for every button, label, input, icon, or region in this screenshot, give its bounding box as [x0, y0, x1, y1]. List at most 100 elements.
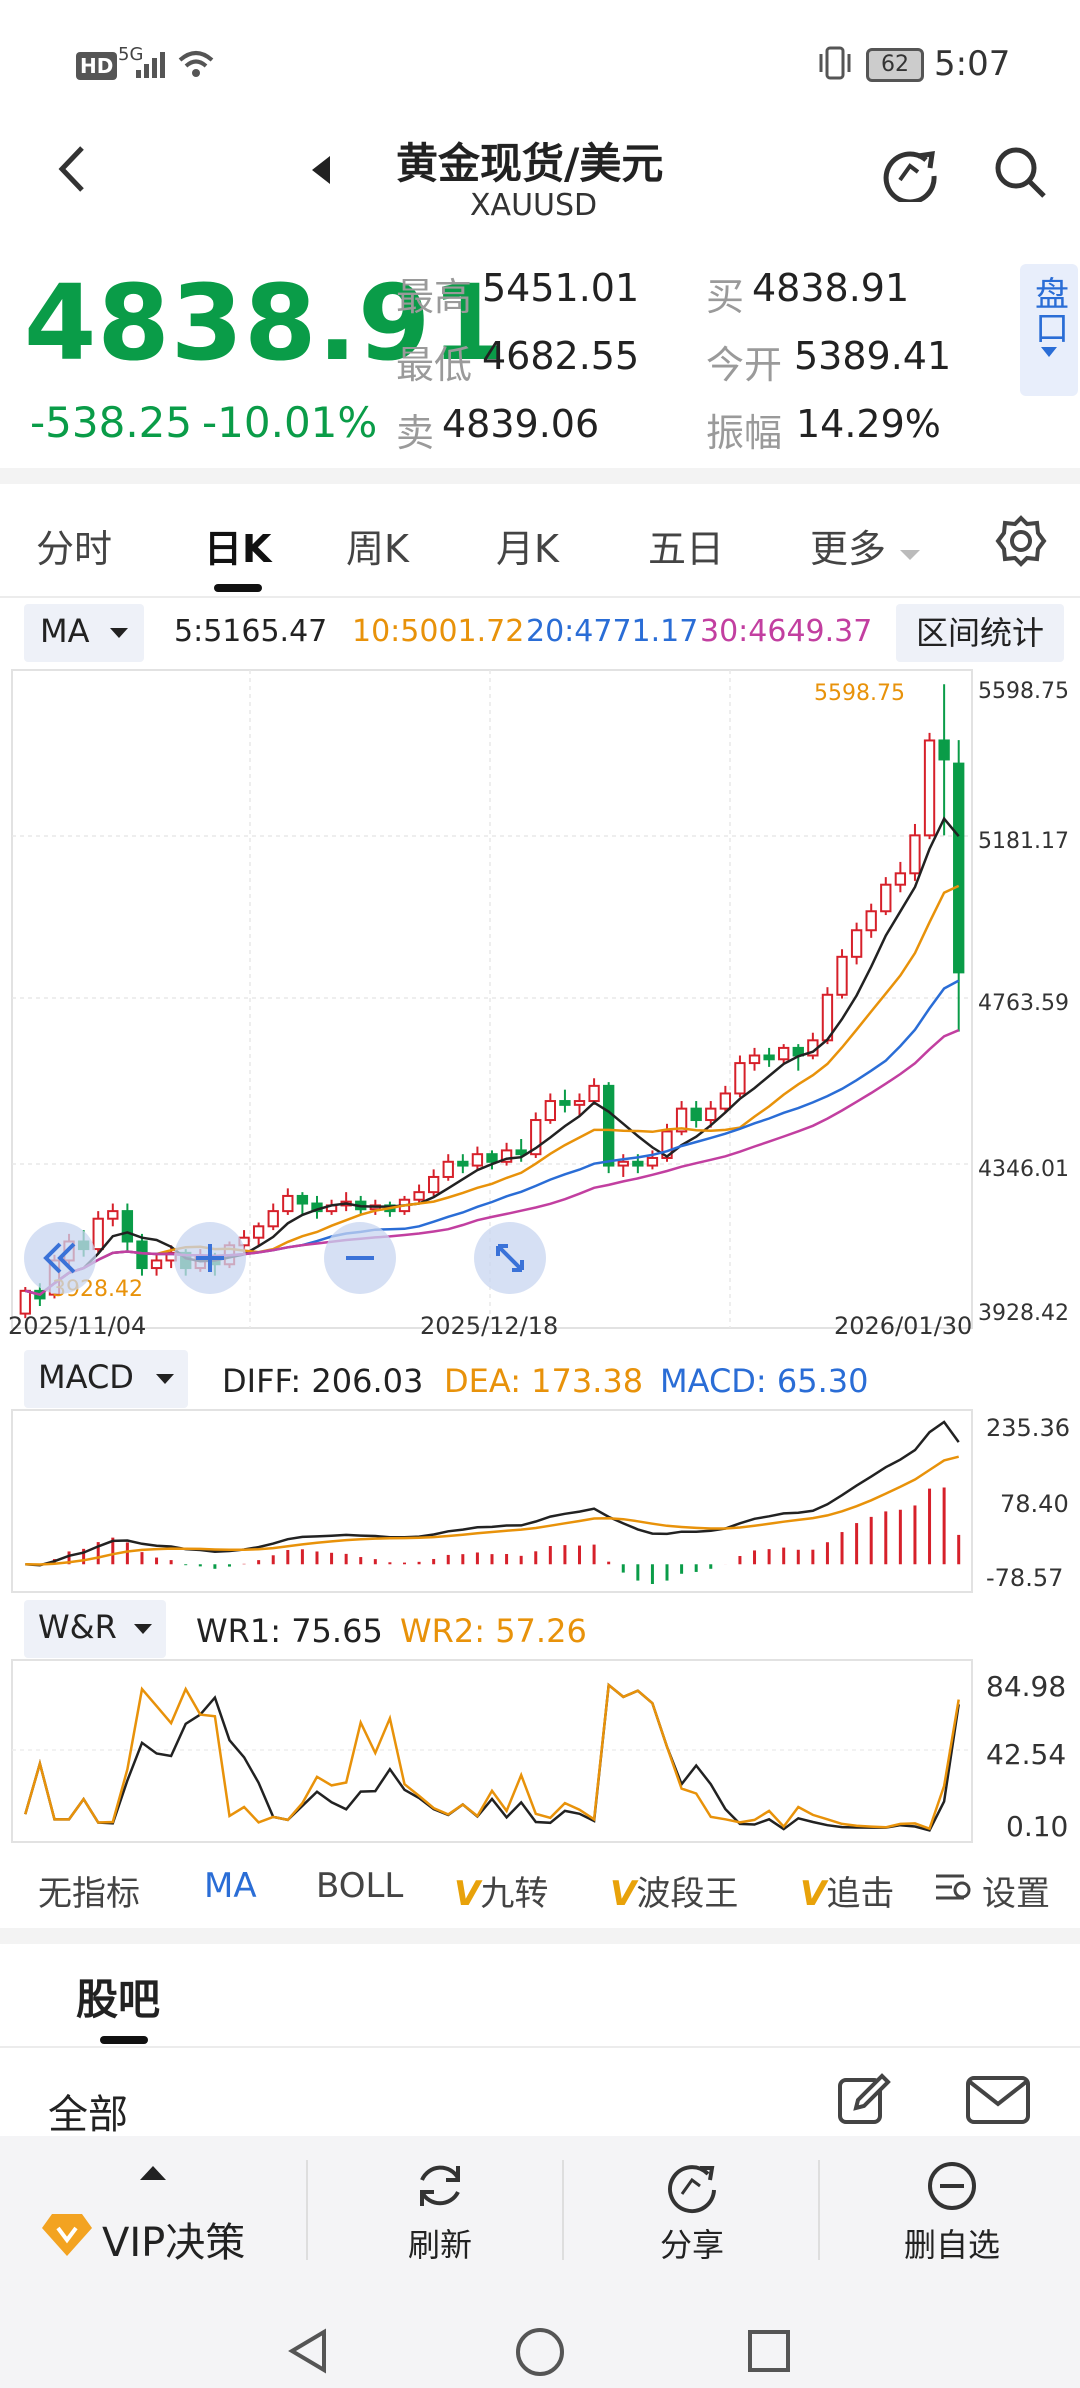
caret-down-icon — [900, 550, 921, 560]
prev-symbol-icon[interactable] — [306, 152, 336, 188]
amplitude-label: 振幅 — [706, 411, 783, 455]
wifi-icon — [178, 51, 214, 77]
tab-monthly-k[interactable]: 月K — [496, 527, 559, 571]
settings-list-icon — [936, 1874, 971, 1900]
refresh-label: 刷新 — [407, 2226, 472, 2264]
candle-body — [646, 1156, 659, 1167]
y-tick-4: 4346.01 — [978, 1157, 1069, 1182]
candle-body — [296, 1194, 309, 1205]
tab-more[interactable]: 更多 — [810, 518, 922, 573]
tab-intraday[interactable]: 分时 — [36, 527, 113, 571]
order-book-button[interactable]: 盘口 — [1020, 264, 1078, 396]
price-change-pct: -10.01% — [202, 398, 378, 447]
caret-down-icon — [156, 1374, 174, 1384]
search-icon[interactable] — [990, 142, 1050, 202]
ma10-value: 10:5001.72 — [352, 614, 525, 649]
refresh-button[interactable]: 刷新 — [380, 2156, 500, 2276]
candle-body — [719, 1092, 732, 1110]
fullscreen-button[interactable] — [474, 1222, 546, 1294]
vip-v-icon: V — [800, 1874, 827, 1914]
candle-body — [617, 1160, 629, 1167]
dea-line — [25, 1455, 960, 1566]
remove-watchlist-label: 删自选 — [903, 2226, 1000, 2264]
nav-divider — [306, 2160, 308, 2260]
macd-dea: DEA: 173.38 — [444, 1362, 644, 1400]
system-home-icon[interactable] — [514, 2326, 566, 2378]
refresh-icon — [420, 2165, 460, 2206]
candle-body — [486, 1153, 498, 1163]
share-icon — [668, 2165, 716, 2214]
forum-filter-all[interactable]: 全部 — [48, 2092, 128, 2138]
gear-icon[interactable] — [994, 514, 1048, 568]
vip-v-icon: V — [610, 1874, 637, 1914]
hd-icon: HD — [76, 52, 118, 80]
range-stats-button[interactable]: 区间统计 — [896, 604, 1064, 662]
tab-five-day[interactable]: 五日 — [648, 527, 725, 571]
forum-title[interactable]: 股吧 — [76, 1975, 161, 2024]
battery-level: 62 — [881, 52, 909, 77]
system-back-icon[interactable] — [284, 2326, 334, 2376]
candle-body — [675, 1107, 688, 1133]
expand-icon — [496, 1244, 524, 1272]
vibrate-icon — [819, 46, 851, 80]
minus-icon — [346, 1256, 374, 1260]
candle-body — [107, 1210, 119, 1220]
macd-chart[interactable]: 235.36 78.40 -78.57 — [0, 1408, 1080, 1596]
indicator-chase[interactable]: V追击 — [800, 1866, 930, 1915]
indicator-settings-button[interactable]: 设置 — [930, 1862, 1080, 1914]
zoom-out-button[interactable] — [324, 1222, 396, 1294]
wr1-line — [24, 1682, 960, 1832]
y-tick-2: 5181.17 — [978, 829, 1069, 854]
vip-v-icon: V — [454, 1874, 481, 1914]
date-middle: 2025/12/18 — [420, 1312, 559, 1340]
candle-body — [632, 1160, 644, 1167]
wr2-line — [24, 1682, 960, 1831]
candle-body — [19, 1289, 31, 1315]
ma30-value: 30:4649.37 — [700, 614, 873, 649]
system-recents-icon[interactable] — [744, 2326, 794, 2376]
share-button[interactable]: 分享 — [632, 2156, 752, 2276]
high-label: 最高 — [396, 275, 473, 319]
wr-y-tick-3: 0.10 — [1006, 1810, 1068, 1843]
wr-indicator-label: W&R — [38, 1608, 117, 1646]
amplitude-value: 14.29% — [796, 402, 941, 446]
indicator-ma[interactable]: MA — [204, 1866, 257, 1906]
tab-weekly-k[interactable]: 周K — [346, 527, 409, 571]
indicator-band-king[interactable]: V波段王 — [610, 1866, 738, 1915]
wr-indicator-select[interactable]: W&R — [24, 1600, 166, 1658]
candle-body — [413, 1191, 425, 1201]
compose-icon[interactable] — [834, 2070, 894, 2130]
sell-value: 4839.06 — [442, 402, 600, 446]
macd-y-tick-2: 78.40 — [1000, 1490, 1069, 1518]
indicator-bar: 无指标 MA BOLL V九转 V波段王 V追击 设置 — [0, 1846, 1080, 1930]
wr-chart[interactable]: 84.98 42.54 0.10 — [0, 1658, 1080, 1844]
candle-body — [865, 910, 877, 932]
caret-up-icon[interactable] — [138, 2162, 168, 2182]
zoom-in-button[interactable] — [174, 1222, 246, 1294]
candle-body — [588, 1084, 600, 1103]
share-arrow-icon[interactable] — [880, 142, 940, 202]
candle-body — [909, 834, 921, 875]
vip-decision-button[interactable]: VIP决策 — [40, 2200, 280, 2280]
macd-indicator-select[interactable]: MACD — [24, 1350, 188, 1408]
open-label: 今开 — [706, 343, 783, 387]
chevron-down-icon — [1041, 347, 1057, 357]
scroll-left-button[interactable] — [24, 1222, 96, 1294]
period-tabs: 分时 日K 周K 月K 五日 更多 — [0, 484, 1080, 596]
mail-icon[interactable] — [964, 2074, 1032, 2126]
candle-body — [267, 1210, 279, 1228]
tab-daily-k[interactable]: 日K — [204, 527, 272, 571]
candle-body — [500, 1149, 513, 1163]
candle-body — [938, 739, 950, 761]
y-tick-1: 5598.75 — [978, 679, 1069, 704]
candle-body — [778, 1046, 790, 1061]
back-icon[interactable] — [52, 142, 92, 196]
tabs-divider — [0, 596, 1080, 598]
indicator-boll[interactable]: BOLL — [316, 1866, 404, 1906]
ma-indicator-select[interactable]: MA — [24, 604, 144, 662]
indicator-nine-turn[interactable]: V九转 — [454, 1866, 548, 1915]
high-value: 5451.01 — [482, 266, 640, 310]
battery-icon: 62 — [866, 48, 924, 82]
remove-watchlist-button[interactable]: 删自选 — [882, 2156, 1022, 2276]
indicator-none[interactable]: 无指标 — [38, 1874, 140, 1914]
